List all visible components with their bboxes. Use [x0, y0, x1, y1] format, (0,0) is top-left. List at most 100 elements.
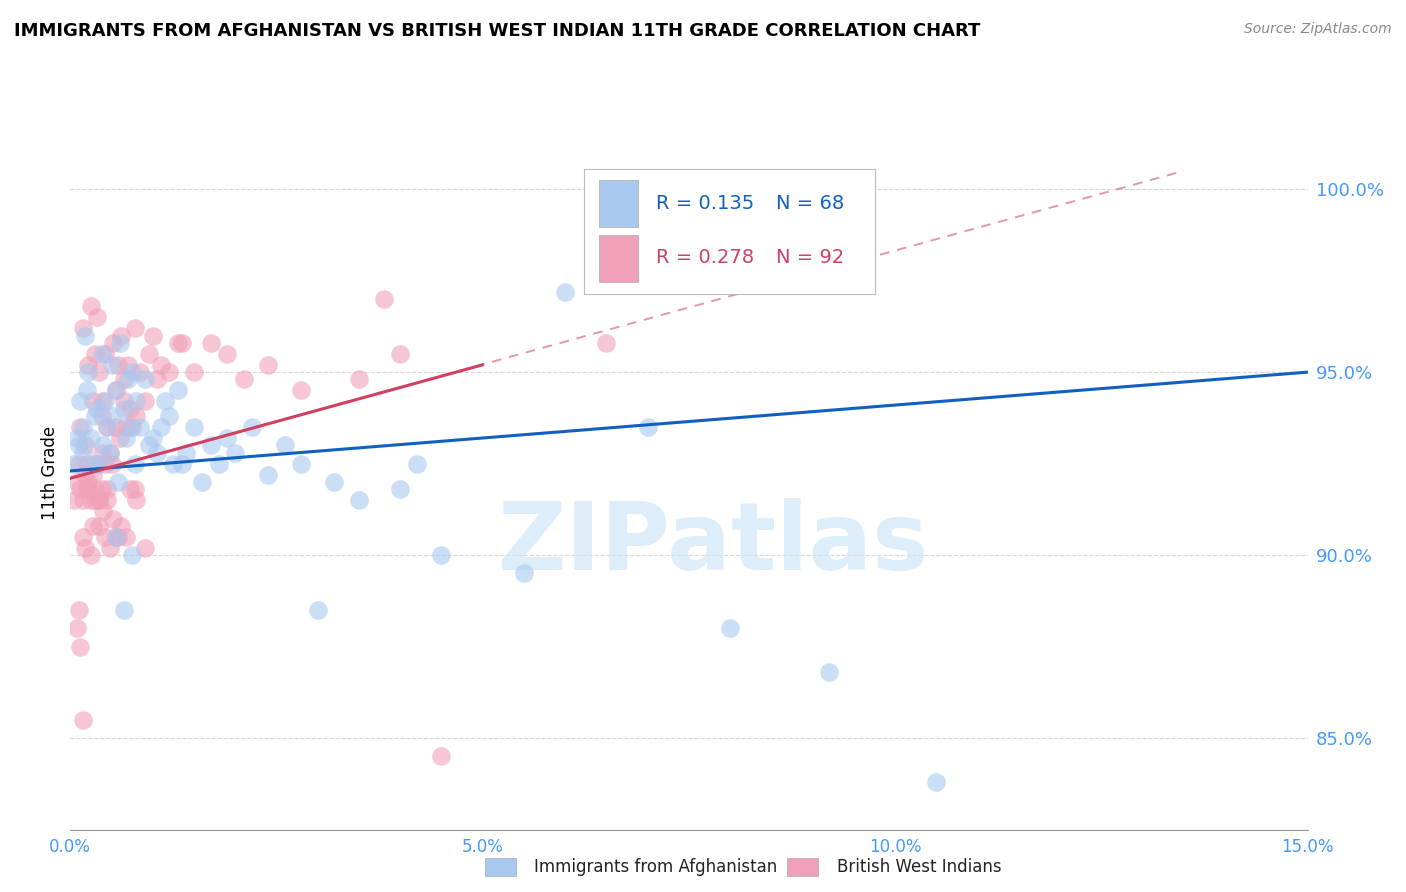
Point	[129, 420, 152, 434]
Point	[76, 384, 98, 398]
Point	[96, 420, 118, 434]
Point	[637, 420, 659, 434]
Point	[94, 394, 117, 409]
Point	[118, 420, 141, 434]
Point	[112, 372, 135, 386]
Point	[84, 482, 107, 496]
Point	[107, 358, 129, 372]
Point	[69, 482, 91, 496]
Point	[191, 475, 214, 489]
Point	[80, 299, 103, 313]
Point	[124, 482, 146, 496]
Point	[115, 420, 138, 434]
Point	[84, 409, 107, 423]
Point	[118, 482, 141, 496]
Point	[430, 749, 453, 764]
Point	[323, 475, 346, 489]
Point	[75, 328, 97, 343]
Point	[94, 530, 117, 544]
Point	[146, 445, 169, 459]
Point	[115, 431, 138, 445]
Point	[108, 431, 131, 445]
Point	[86, 310, 108, 325]
Point	[108, 335, 131, 350]
Point	[77, 365, 100, 379]
Point	[129, 365, 152, 379]
Point	[142, 328, 165, 343]
Point	[104, 384, 127, 398]
Point	[107, 475, 129, 489]
Point	[89, 493, 111, 508]
Point	[240, 420, 263, 434]
Point	[818, 665, 841, 680]
Point	[91, 504, 114, 518]
Point	[66, 475, 89, 489]
Point	[125, 394, 148, 409]
Point	[118, 401, 141, 416]
Point	[200, 335, 222, 350]
Point	[183, 420, 205, 434]
Point	[72, 530, 94, 544]
Text: IMMIGRANTS FROM AFGHANISTAN VS BRITISH WEST INDIAN 11TH GRADE CORRELATION CHART: IMMIGRANTS FROM AFGHANISTAN VS BRITISH W…	[14, 22, 980, 40]
Y-axis label: 11th Grade: 11th Grade	[41, 425, 59, 520]
Point	[72, 321, 94, 335]
Point	[104, 420, 127, 434]
Point	[117, 372, 139, 386]
Point	[121, 548, 143, 562]
Point	[718, 621, 741, 635]
Point	[170, 335, 193, 350]
Point	[104, 384, 127, 398]
Point	[257, 358, 280, 372]
Point	[89, 365, 111, 379]
Point	[90, 445, 112, 459]
Point	[63, 493, 86, 508]
Point	[134, 394, 156, 409]
Point	[124, 457, 146, 471]
Point	[115, 530, 138, 544]
Point	[103, 511, 125, 525]
Point	[72, 493, 94, 508]
Point	[274, 438, 297, 452]
Point	[162, 457, 184, 471]
Point	[91, 394, 114, 409]
Point	[67, 438, 90, 452]
Point	[389, 347, 412, 361]
Point	[86, 401, 108, 416]
Point	[89, 493, 111, 508]
Point	[232, 372, 254, 386]
Point	[174, 445, 197, 459]
Bar	[599, 235, 638, 282]
Point	[389, 482, 412, 496]
Point	[112, 603, 135, 617]
Point	[98, 445, 121, 459]
Point	[405, 457, 427, 471]
Point	[166, 384, 188, 398]
Point	[125, 493, 148, 508]
Point	[72, 713, 94, 727]
Point	[430, 548, 453, 562]
Point	[80, 431, 103, 445]
Point	[307, 603, 329, 617]
Point	[103, 409, 125, 423]
Text: N = 68: N = 68	[776, 194, 844, 212]
Point	[75, 467, 97, 482]
Point	[290, 457, 312, 471]
Point	[125, 409, 148, 423]
Point	[89, 457, 111, 471]
Point	[104, 530, 127, 544]
Point	[69, 394, 91, 409]
Point	[150, 420, 173, 434]
Point	[112, 394, 135, 409]
Point	[157, 365, 180, 379]
Point	[82, 518, 104, 533]
Point	[138, 438, 160, 452]
Point	[72, 445, 94, 459]
Point	[121, 365, 143, 379]
Point	[104, 530, 127, 544]
Point	[117, 358, 139, 372]
Bar	[599, 180, 638, 227]
Text: ZIPatlas: ZIPatlas	[498, 498, 929, 591]
Point	[82, 394, 104, 409]
Point	[69, 420, 91, 434]
Point	[80, 493, 103, 508]
